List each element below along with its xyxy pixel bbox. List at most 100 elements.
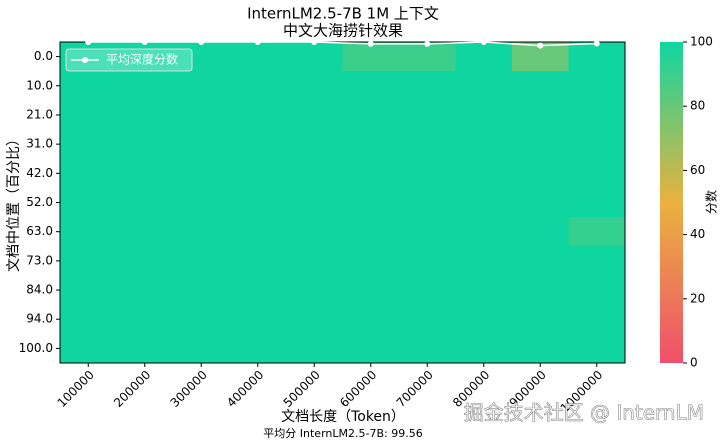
heat-cell [512,333,569,364]
heat-cell [399,333,456,364]
heat-cell [399,187,456,218]
heat-cell [568,42,626,72]
heat-cell [568,129,626,160]
heat-cell [512,246,569,276]
y-tick-label: 100.0 [19,341,53,355]
colorbar-tick-label: 60 [690,163,705,177]
heat-cell [342,246,400,276]
heat-cell [342,42,400,72]
heat-cell [173,304,230,335]
heat-cell [286,246,343,276]
heat-cell [512,187,569,218]
heat-cell [286,187,343,218]
heat-cell [512,217,569,247]
heat-cell [229,42,287,72]
heat-cell [116,71,174,101]
heat-cell [342,187,400,218]
heat-cell [286,217,343,247]
colorbar-tick-label: 0 [690,356,698,370]
x-tick-label: 100000 [55,368,97,410]
legend-marker [82,57,88,63]
heat-cell [399,246,456,276]
heat-cell [173,42,230,72]
heat-cell [286,333,343,364]
heat-cell [286,100,343,131]
heat-cell [60,275,117,306]
heat-cell [229,100,287,131]
heat-cell [286,71,343,101]
heat-cell [342,129,400,160]
colorbar-tick-label: 40 [690,227,705,241]
heat-cell [568,158,626,189]
heat-cell [173,100,230,131]
heat-cell [455,275,513,306]
heat-cell [568,304,626,335]
heat-cell [229,158,287,189]
heat-cell [455,158,513,189]
heat-cell [286,42,343,72]
heat-cell [568,246,626,276]
average-point [141,39,148,45]
heat-cell [455,304,513,335]
heat-cell [173,71,230,101]
heat-cell [60,304,117,335]
y-tick-label: 31.0 [26,137,53,151]
heat-cell [399,42,456,72]
heat-cell [399,100,456,131]
heat-cell [455,71,513,101]
heat-cell [399,71,456,101]
y-tick-label: 84.0 [26,283,53,297]
heat-cell [512,304,569,335]
heat-cell [173,246,230,276]
heat-cell [173,275,230,306]
colorbar-tick-label: 80 [690,99,705,113]
heat-cell [116,129,174,160]
heat-cell [60,158,117,189]
heat-cell [229,333,287,364]
average-point [424,40,431,47]
y-tick-label: 21.0 [26,107,53,121]
colorbar-tick-label: 20 [690,291,705,305]
x-tick-label: 600000 [337,368,379,410]
heat-cell [116,304,174,335]
heat-cell [512,158,569,189]
heat-cell [512,71,569,101]
heat-cell [568,71,626,101]
average-line [88,41,597,47]
heat-cell [173,333,230,364]
x-tick-label: 500000 [281,368,323,410]
heat-cell [60,246,117,276]
average-point [537,42,544,49]
heat-cell [342,100,400,131]
heat-cell [229,217,287,247]
average-point [254,39,261,45]
heat-cell [60,129,117,160]
heat-cell [286,275,343,306]
heat-cell [229,187,287,218]
chart-title: InternLM2.5-7B 1M 上下文 [247,5,439,23]
average-point [85,39,92,45]
y-tick-label: 73.0 [26,253,53,267]
heat-cell [512,129,569,160]
heat-cell [229,246,287,276]
y-tick-label: 10.0 [26,78,53,92]
heat-cell [116,187,174,218]
heat-cell [286,158,343,189]
heat-cell [342,217,400,247]
average-point [198,39,205,45]
heat-cell [568,217,626,247]
heat-cell [568,333,626,364]
y-tick-label: 0.0 [34,49,53,63]
heat-cell [568,275,626,306]
heat-cell [568,187,626,218]
heat-cell [60,187,117,218]
y-tick-label: 94.0 [26,312,53,326]
watermark: 掘金技术社区 @ InternLM [464,401,704,425]
heat-cell [116,246,174,276]
heat-cell [455,100,513,131]
y-tick-label: 42.0 [26,166,53,180]
heat-cell [229,129,287,160]
heat-cell [455,187,513,218]
heat-cell [399,158,456,189]
